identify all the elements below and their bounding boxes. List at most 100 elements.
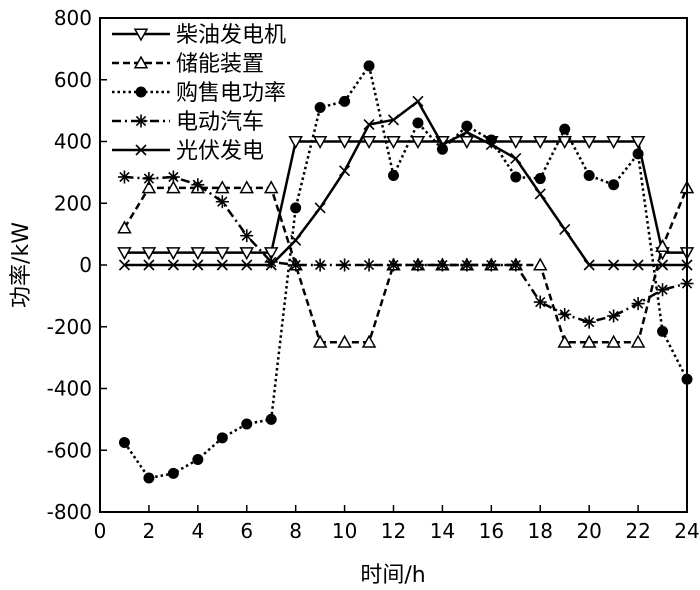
data-point xyxy=(583,169,595,181)
data-point xyxy=(559,123,571,135)
data-point xyxy=(459,135,475,150)
series-line xyxy=(124,99,687,267)
data-point xyxy=(606,334,621,348)
data-point xyxy=(314,202,326,214)
data-point xyxy=(534,173,546,185)
x-tick-label: 8 xyxy=(289,519,302,543)
y-tick-label: 400 xyxy=(54,130,92,154)
legend-label: 储能装置 xyxy=(176,52,264,77)
data-point xyxy=(388,169,399,181)
data-point xyxy=(510,171,522,183)
data-point xyxy=(632,148,644,160)
x-tick-label: 4 xyxy=(191,519,204,543)
data-point xyxy=(117,220,132,234)
data-point xyxy=(557,135,572,150)
x-tick-label: 24 xyxy=(674,519,699,543)
plot-frame xyxy=(99,17,688,513)
data-point xyxy=(314,102,326,114)
x-tick-label: 6 xyxy=(240,519,253,543)
legend-marker xyxy=(133,55,149,69)
data-point xyxy=(485,139,497,151)
data-point xyxy=(241,259,253,271)
data-point xyxy=(632,259,644,271)
data-point xyxy=(461,126,473,138)
data-point xyxy=(361,334,377,348)
data-point xyxy=(117,170,131,184)
data-point xyxy=(339,95,351,107)
y-axis-title: 功率/kW xyxy=(9,222,34,308)
legend-item: 电动汽车 xyxy=(112,110,264,135)
data-point xyxy=(533,295,547,309)
data-point xyxy=(141,180,157,194)
data-point xyxy=(484,258,498,272)
data-point xyxy=(508,135,524,150)
data-point xyxy=(143,472,155,484)
data-point xyxy=(190,247,206,261)
y-tick-label: 0 xyxy=(79,253,92,277)
data-point xyxy=(338,258,352,272)
data-point xyxy=(191,178,205,192)
data-point xyxy=(410,135,426,150)
data-point xyxy=(361,135,377,150)
x-tick-label: 20 xyxy=(576,519,601,543)
data-point xyxy=(192,259,204,271)
data-point xyxy=(460,258,474,272)
data-point xyxy=(290,202,302,214)
data-point xyxy=(534,188,546,200)
legend-marker xyxy=(135,86,147,98)
data-point xyxy=(656,259,669,271)
data-point xyxy=(166,247,181,261)
x-tick-label: 16 xyxy=(479,519,504,543)
legend-label: 柴油发电机 xyxy=(176,23,286,48)
x-tick-label: 22 xyxy=(625,519,650,543)
data-point xyxy=(339,165,351,177)
data-point xyxy=(608,179,620,191)
data-point xyxy=(118,259,131,271)
data-point xyxy=(166,180,181,194)
data-point xyxy=(216,432,228,444)
data-point xyxy=(656,283,670,297)
data-point xyxy=(582,315,596,329)
data-point xyxy=(387,258,400,272)
data-point xyxy=(263,180,279,194)
series-line xyxy=(124,175,688,324)
data-point xyxy=(263,247,279,261)
data-point xyxy=(312,334,328,348)
y-tick-label: -600 xyxy=(47,438,92,462)
data-point xyxy=(387,114,400,126)
series-3 xyxy=(118,60,693,484)
data-point xyxy=(363,60,375,72)
x-tick-label: 10 xyxy=(332,519,357,543)
data-point xyxy=(289,258,303,272)
data-point xyxy=(239,247,255,261)
legend-item: 柴油发电机 xyxy=(112,23,286,48)
y-tick-label: 600 xyxy=(54,68,92,92)
data-point xyxy=(532,135,548,150)
data-point xyxy=(241,418,253,430)
data-point xyxy=(167,467,179,479)
data-point xyxy=(559,223,571,236)
data-point xyxy=(167,259,179,271)
data-point xyxy=(631,297,645,311)
data-point xyxy=(215,247,230,261)
data-point xyxy=(436,139,448,151)
y-tick-label: 200 xyxy=(54,191,92,215)
data-point xyxy=(608,259,620,271)
legend-marker xyxy=(134,114,148,128)
data-point xyxy=(510,152,522,165)
data-point xyxy=(412,95,424,107)
y-tick-label: -800 xyxy=(47,500,92,524)
data-point xyxy=(509,258,523,272)
x-tick-label: 14 xyxy=(430,519,455,543)
legend-label: 购售电功率 xyxy=(176,81,286,106)
data-point xyxy=(313,258,327,272)
data-point xyxy=(215,180,230,194)
y-tick-label: -200 xyxy=(47,315,92,339)
data-point xyxy=(606,135,621,150)
legend-label: 光伏发电 xyxy=(176,139,264,164)
data-point xyxy=(142,172,156,186)
data-point xyxy=(265,413,277,425)
data-point xyxy=(337,135,352,150)
data-point xyxy=(412,117,424,129)
